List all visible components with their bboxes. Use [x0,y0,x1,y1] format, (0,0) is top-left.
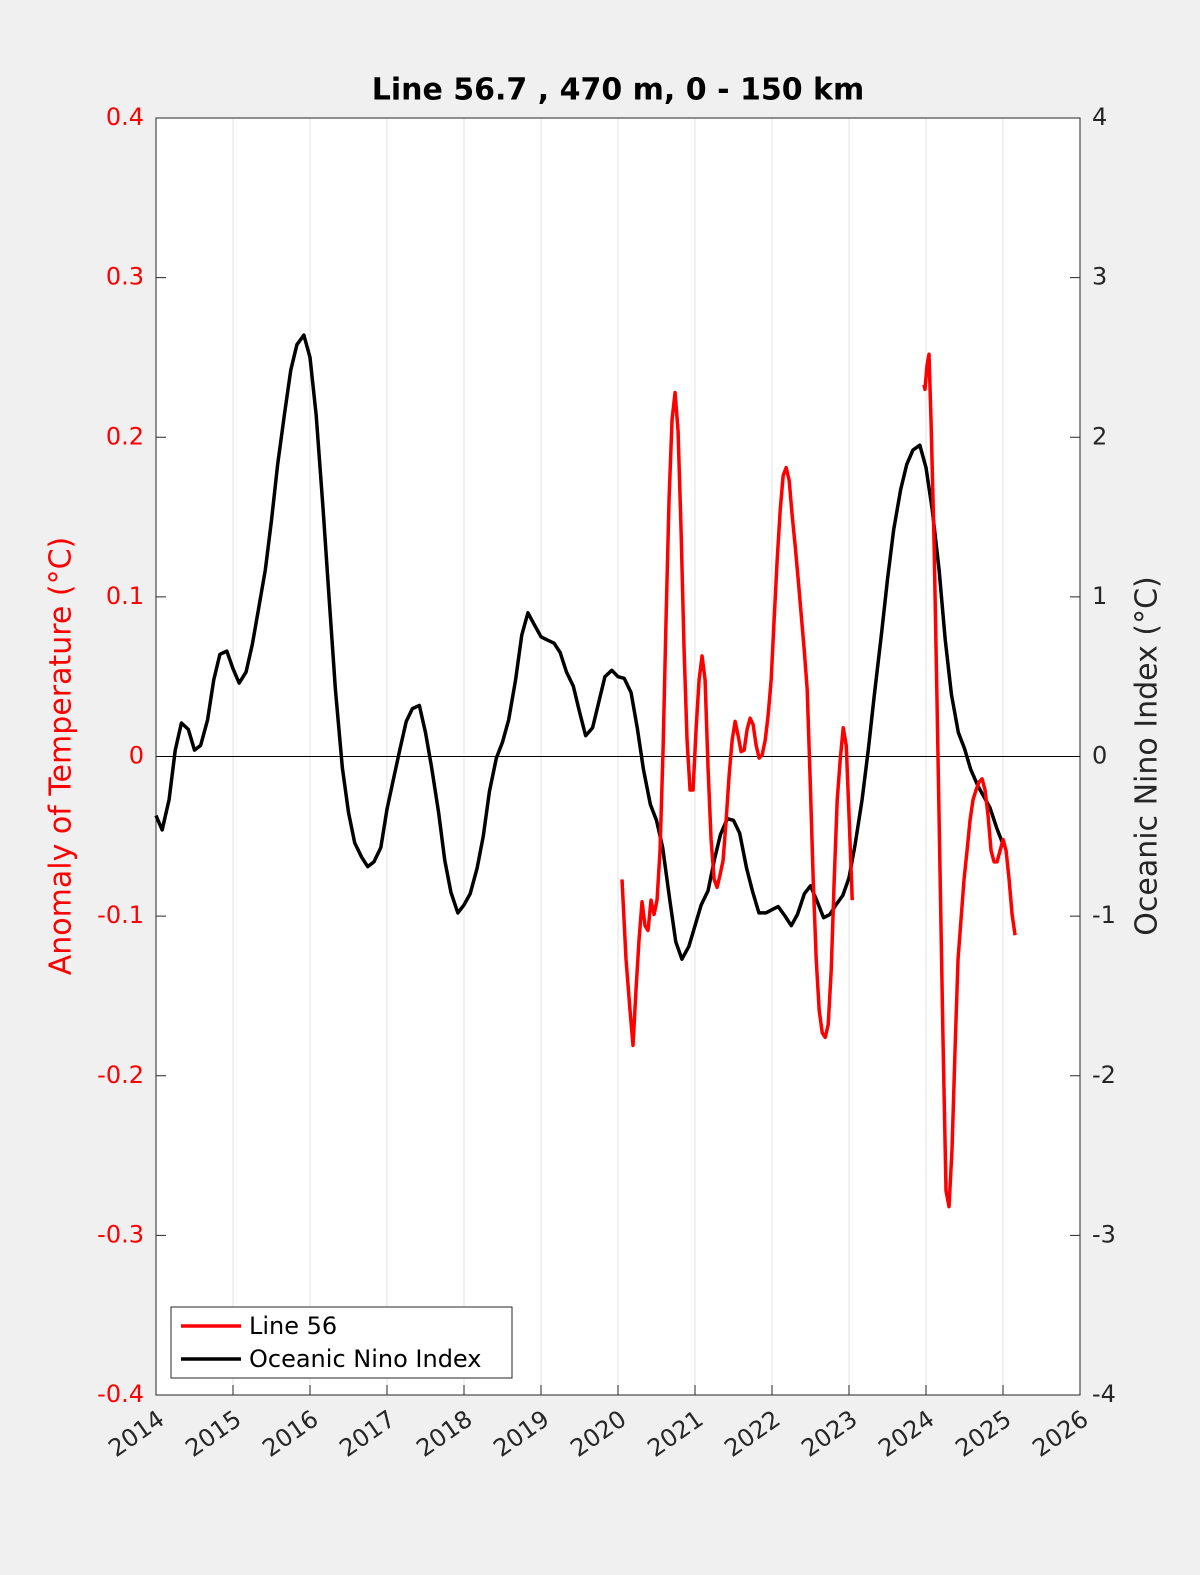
plot-frame [155,117,1081,1396]
chart-title: Line 56.7 , 470 m, 0 - 150 km [372,73,865,108]
y2-tick-label: 1 [1092,582,1107,610]
y-tick-label: 0 [129,742,144,770]
y2-tick-label: -3 [1092,1220,1116,1248]
x-tick-label: 2020 [565,1405,631,1463]
y2-tick-label: -1 [1092,901,1116,929]
y-tick-label: 0.3 [106,263,144,291]
y2-tick-label: -2 [1092,1061,1116,1089]
x-tick-label: 2014 [103,1405,169,1463]
x-tick-label: 2023 [796,1405,862,1463]
x-tick-label: 2017 [334,1405,400,1463]
y2-tick-label: 0 [1092,742,1107,770]
legend-label: Oceanic Nino Index [249,1345,481,1373]
y2-tick-label: 2 [1092,422,1107,450]
legend-box [170,1306,513,1379]
y-tick-label: 0.4 [106,103,144,131]
series-line [154,333,1005,961]
y-tick-label: 0.2 [106,422,144,450]
legend-label: Line 56 [249,1312,337,1340]
y2-tick-label: -4 [1092,1380,1116,1408]
y-axis-label: Anomaly of Temperature (°C) [44,537,79,976]
y-tick-label: -0.2 [97,1061,144,1089]
y-tick-label: 0.1 [106,582,144,610]
x-tick-label: 2016 [257,1405,323,1463]
x-tick-label: 2026 [1027,1405,1093,1463]
y2-tick-label: 4 [1092,103,1107,131]
x-tick-label: 2024 [873,1405,939,1463]
y2-tick-label: 3 [1092,263,1107,291]
x-tick-label: 2018 [411,1405,477,1463]
x-tick-label: 2021 [642,1405,708,1463]
x-tick-label: 2019 [488,1405,554,1463]
y-tick-label: -0.4 [97,1380,144,1408]
x-tick-label: 2022 [719,1405,785,1463]
x-tick-label: 2015 [180,1405,246,1463]
x-tick-label: 2025 [950,1405,1016,1463]
y-tick-label: -0.3 [97,1220,144,1248]
y2-axis-label: Oceanic Nino Index (°C) [1130,576,1165,936]
series-line [620,352,1017,1209]
y-tick-label: -0.1 [97,901,144,929]
